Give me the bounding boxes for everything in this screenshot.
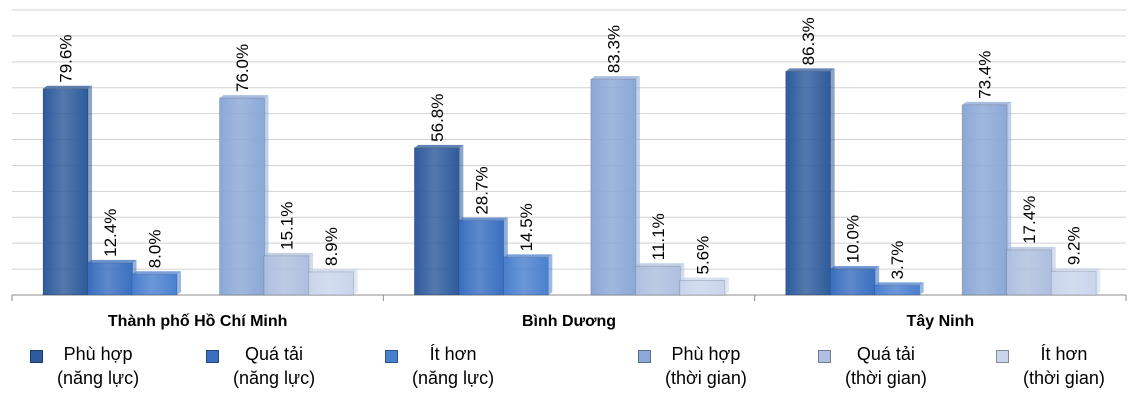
bar	[263, 255, 310, 296]
legend-item: Quá tải (năng lực)	[206, 342, 315, 390]
data-label: 15.1%	[278, 202, 297, 250]
bar	[219, 97, 265, 296]
legend-item: Ít hơn (thời gian)	[996, 342, 1105, 390]
bar-side	[1007, 101, 1012, 295]
data-label: 76.0%	[233, 44, 252, 92]
bar	[635, 265, 681, 296]
x-axis: Thành phố Hồ Chí Minh Bình Dương Tây Ninh	[11, 295, 1127, 330]
bar-side	[264, 95, 269, 295]
legend: Phù hợp (năng lực) Quá tải (năng lực) Ít h…	[0, 342, 1132, 401]
data-label: 17.4%	[1020, 196, 1039, 244]
bar	[590, 78, 637, 296]
bar-top	[590, 76, 640, 80]
legend-label: Quá tải (năng lực)	[233, 344, 316, 388]
bar	[1050, 270, 1097, 296]
data-label: 56.8%	[428, 94, 447, 142]
bar	[874, 285, 920, 296]
bar-top	[87, 259, 137, 263]
data-label: 28.7%	[472, 166, 491, 214]
bar	[458, 220, 505, 296]
data-label: 5.6%	[693, 236, 712, 275]
data-label: 14.5%	[517, 203, 536, 251]
bar-top	[1051, 268, 1101, 272]
bar-chart: 79.6% 12.4% 8.0% 76.0% 15.1% 8.9% 56.8% 28.7% 14…	[11, 9, 1127, 330]
bar-side	[919, 282, 924, 295]
bar-top	[219, 95, 269, 99]
bar	[1006, 249, 1052, 296]
legend-label: Phù hợp (thời gian)	[665, 344, 747, 388]
bar-top	[503, 254, 553, 258]
data-label: 8.0%	[146, 230, 165, 269]
bar-top	[785, 68, 835, 72]
legend-swatch	[30, 350, 43, 363]
legend-item: Phù hợp (thời gian)	[638, 342, 747, 390]
legend-swatch	[818, 350, 831, 363]
data-label: 3.7%	[888, 241, 907, 280]
data-label: 12.4%	[101, 209, 120, 257]
data-label: 11.1%	[649, 213, 668, 260]
bar-top	[679, 277, 729, 281]
bar	[414, 147, 460, 296]
bar-top	[458, 217, 508, 221]
bar-side	[635, 76, 640, 295]
data-labels: 79.6% 12.4% 8.0% 76.0% 15.1% 8.9% 56.8% 28.7% 14…	[57, 17, 1084, 279]
bar	[679, 280, 726, 296]
data-label: 9.2%	[1065, 226, 1084, 265]
bar	[829, 268, 876, 296]
bar-series	[42, 68, 1101, 296]
category-label: Thành phố Hồ Chí Minh	[108, 313, 288, 330]
bar-top	[962, 101, 1012, 105]
bar-side	[177, 271, 181, 295]
category-label: Tây Ninh	[907, 313, 975, 330]
legend-swatch	[638, 350, 651, 363]
legend-swatch	[385, 350, 398, 363]
bar	[961, 104, 1008, 296]
bar	[785, 71, 831, 296]
bar	[503, 257, 549, 296]
data-label: 73.4%	[976, 51, 995, 99]
bar	[87, 262, 133, 296]
bar-top	[132, 271, 181, 275]
legend-label: Ít hơn (thời gian)	[1023, 344, 1105, 388]
legend-item: Ít hơn (năng lực)	[385, 342, 494, 390]
category-label: Bình Dương	[522, 313, 616, 330]
gridlines	[12, 9, 1126, 296]
legend-label: Ít hơn (năng lực)	[412, 344, 495, 388]
data-label: 86.3%	[799, 17, 818, 65]
data-label: 79.6%	[57, 35, 76, 83]
bar-top	[264, 252, 313, 256]
legend-swatch	[996, 350, 1009, 363]
bar-side	[1096, 268, 1101, 295]
data-label: 8.9%	[322, 227, 341, 266]
bar	[308, 271, 354, 296]
bar-top	[830, 266, 880, 270]
bar-side	[548, 254, 553, 295]
bar-top	[43, 85, 92, 89]
bar-side	[353, 268, 358, 295]
bar-side	[88, 85, 92, 295]
bar	[131, 273, 178, 296]
legend-item: Phù hợp (năng lực)	[30, 342, 139, 390]
bar-side	[724, 277, 729, 295]
legend-swatch	[206, 350, 219, 363]
bar-top	[874, 282, 924, 286]
bar-side	[830, 68, 835, 296]
bar-top	[414, 144, 464, 148]
data-label: 10.0%	[844, 215, 863, 263]
bar-top	[1006, 246, 1056, 250]
data-label: 83.3%	[604, 25, 623, 73]
legend-item: Quá tải (thời gian)	[818, 342, 927, 390]
bar-top	[635, 263, 685, 267]
legend-label: Quá tải (thời gian)	[845, 344, 927, 388]
bar	[42, 88, 89, 296]
legend-label: Phù hợp (năng lực)	[57, 344, 140, 388]
bar-top	[308, 268, 358, 272]
